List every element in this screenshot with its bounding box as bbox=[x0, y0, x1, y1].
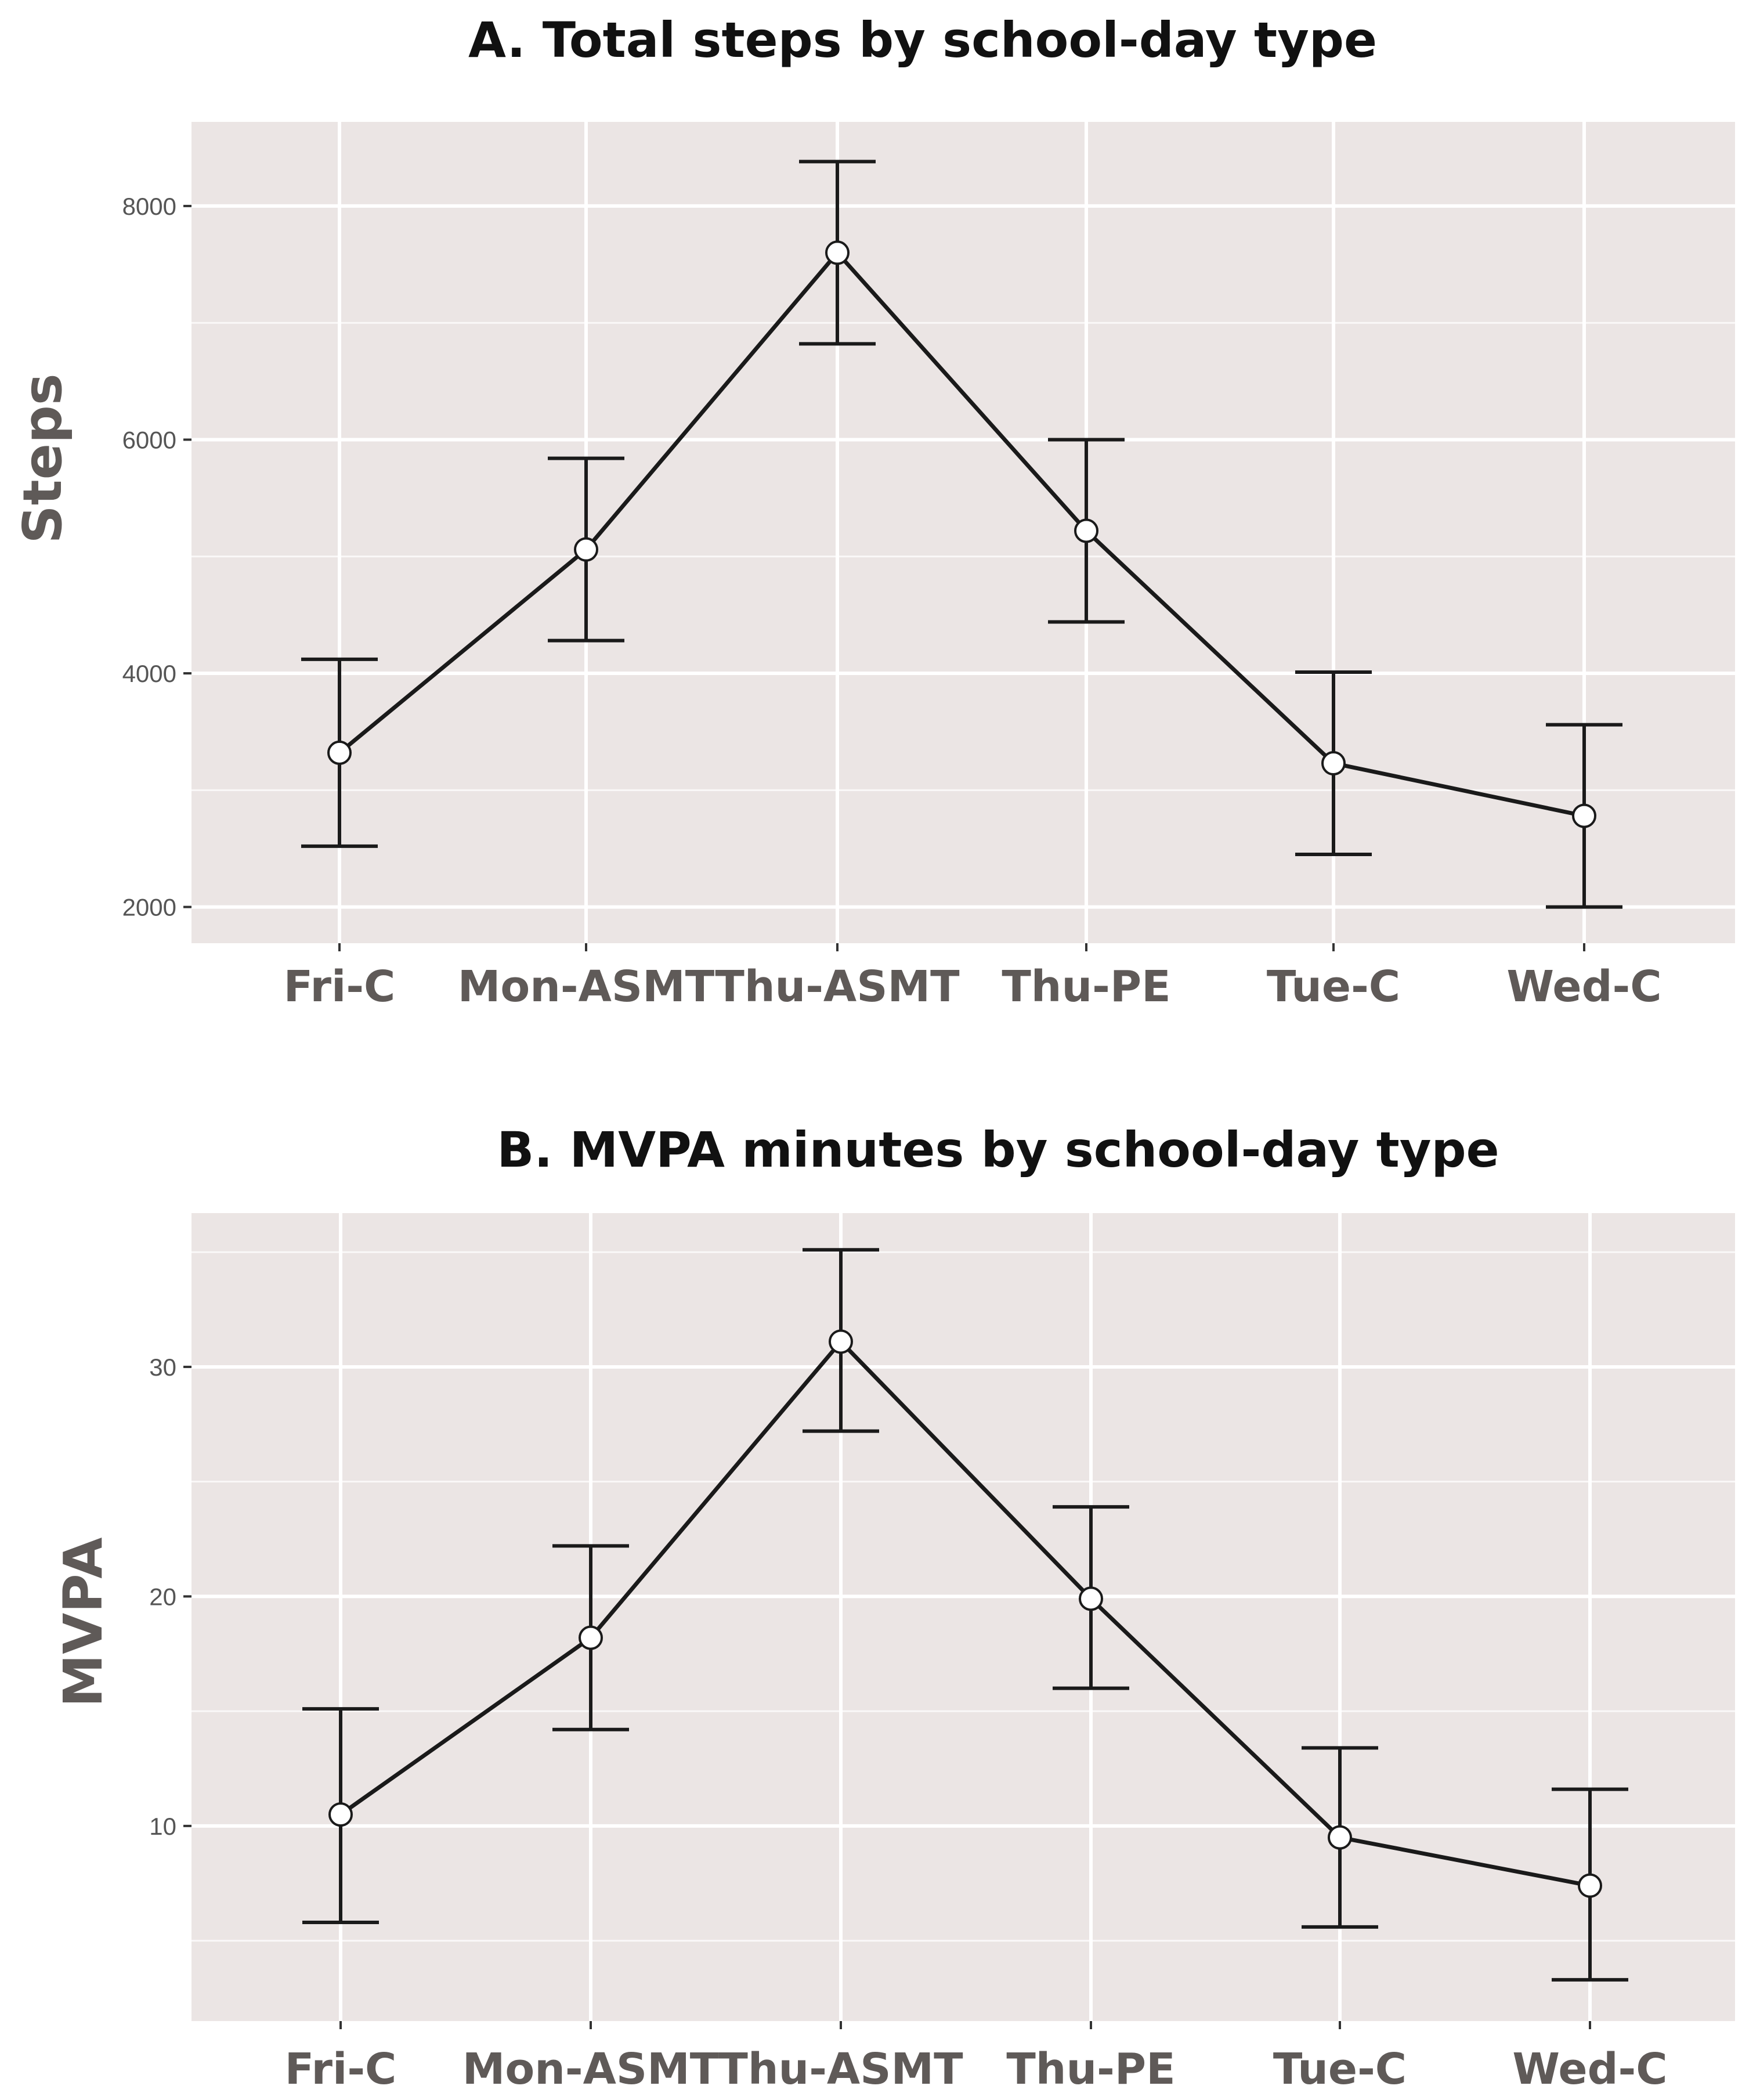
chart-a-x-tick-label: Tue-C bbox=[1267, 962, 1400, 1012]
chart-a-points bbox=[327, 240, 1596, 828]
chart-steps: A. Total steps by school-day type Steps … bbox=[12, 12, 1735, 1012]
chart-a-x-tick-label: Thu-ASMT bbox=[715, 962, 960, 1012]
chart-b-y-tick-label: 20 bbox=[149, 1583, 176, 1610]
chart-a-y-tick-label: 2000 bbox=[122, 894, 176, 921]
chart-b-error-bars bbox=[302, 1248, 1628, 1982]
chart-b-panel bbox=[191, 1213, 1735, 2021]
chart-b-x-tick-label: Thu-PE bbox=[1006, 2044, 1175, 2094]
chart-b-series-line bbox=[339, 1339, 1591, 1888]
chart-a-data-point bbox=[825, 240, 850, 265]
chart-a-x-tick-label: Mon-ASMT bbox=[458, 962, 715, 1012]
chart-mvpa: B. MVPA minutes by school-day type MVPA … bbox=[52, 1121, 1735, 2094]
chart-a-panel bbox=[191, 122, 1735, 943]
chart-a-x-tick-label: Thu-PE bbox=[1002, 962, 1170, 1012]
chart-b-points bbox=[328, 1329, 1602, 1898]
chart-b-x-tick-label: Fri-C bbox=[285, 2044, 397, 2094]
chart-b-minor-gridlines bbox=[191, 1251, 1735, 1942]
chart-b-x-tick-label: Thu-ASMT bbox=[718, 2044, 963, 2094]
chart-a-y-axis-title: Steps bbox=[12, 373, 74, 543]
chart-b-mean-line bbox=[339, 1339, 1591, 1888]
chart-b-data-point bbox=[829, 1329, 853, 1354]
chart-a-mean-line bbox=[338, 250, 1585, 818]
chart-b-x-tick-label: Mon-ASMT bbox=[462, 2044, 720, 2094]
chart-b-data-point bbox=[328, 1802, 353, 1827]
chart-a-series-line bbox=[338, 250, 1585, 818]
chart-a-data-point bbox=[327, 740, 352, 765]
chart-a-data-point bbox=[574, 537, 598, 562]
chart-a-data-point bbox=[1572, 803, 1596, 828]
chart-a-x-tick-label: Fri-C bbox=[284, 962, 396, 1012]
chart-a-y-tick-label: 8000 bbox=[122, 193, 176, 220]
chart-a-y-tick-label: 6000 bbox=[122, 426, 176, 453]
chart-a-y-ticks: 2000 4000 6000 8000 bbox=[122, 193, 191, 921]
chart-a-data-point bbox=[1074, 518, 1098, 543]
chart-b-title: B. MVPA minutes by school-day type bbox=[497, 1121, 1499, 1178]
chart-b-data-point bbox=[1578, 1873, 1602, 1898]
chart-b-y-ticks: 10 20 30 bbox=[149, 1354, 191, 1840]
chart-b-data-point bbox=[1328, 1825, 1352, 1850]
chart-b-x-ticks: Fri-C Mon-ASMT Thu-ASMT Thu-PE Tue-C Wed-C bbox=[285, 2021, 1668, 2094]
chart-b-x-tick-label: Wed-C bbox=[1512, 2044, 1667, 2094]
chart-b-data-point bbox=[1079, 1586, 1103, 1611]
chart-a-y-tick-label: 4000 bbox=[122, 660, 176, 687]
chart-b-y-axis-title: MVPA bbox=[52, 1538, 114, 1708]
chart-a-data-point bbox=[1321, 751, 1346, 776]
chart-b-x-tick-label: Tue-C bbox=[1273, 2044, 1407, 2094]
chart-b-y-tick-label: 30 bbox=[149, 1354, 176, 1381]
chart-a-minor-gridlines bbox=[191, 322, 1735, 791]
chart-a-error-bars bbox=[301, 160, 1622, 909]
chart-a-x-ticks: Fri-C Mon-ASMT Thu-ASMT Thu-PE Tue-C Wed-C bbox=[284, 943, 1662, 1012]
chart-a-x-tick-label: Wed-C bbox=[1506, 962, 1661, 1012]
chart-b-data-point bbox=[579, 1625, 603, 1650]
chart-b-y-tick-label: 10 bbox=[149, 1813, 176, 1840]
chart-b-major-gridlines bbox=[191, 1213, 1735, 2021]
chart-a-title: A. Total steps by school-day type bbox=[468, 12, 1377, 68]
